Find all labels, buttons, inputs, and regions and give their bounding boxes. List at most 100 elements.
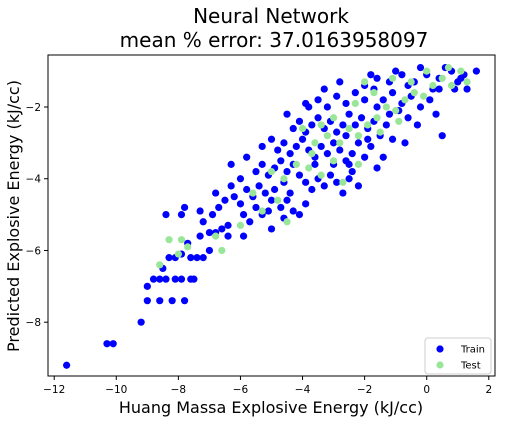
point-train-119 [426,96,434,104]
x-axis-label: Huang Massa Explosive Energy (kJ/cc) [119,398,423,417]
legend-label-test: Test [460,361,481,372]
x-tick-label-5: −2 [357,384,372,396]
point-train-165 [258,142,266,151]
point-train-139 [354,182,363,190]
point-train-14 [190,275,198,283]
point-train-96 [333,128,341,136]
point-train-108 [323,103,331,111]
point-train-168 [345,160,353,168]
point-train-136 [432,110,440,118]
point-train-37 [230,193,238,201]
legend-marker-test [436,361,444,369]
y-tick-label-1: −6 [26,245,42,257]
point-train-142 [239,232,248,240]
x-tick-label-2: −8 [171,384,186,396]
point-train-90 [295,117,304,125]
point-test-22 [354,132,363,140]
point-train-162 [367,71,375,79]
point-train-32 [180,203,189,212]
point-train-2 [109,340,117,348]
chart-subtitle: mean % error: 37.0163958097 [120,28,429,52]
point-test-4 [174,250,182,258]
point-train-36 [221,196,229,204]
point-test-35 [361,78,369,86]
point-train-0 [63,361,71,369]
y-tick-label-3: −2 [26,102,41,114]
point-train-114 [379,96,387,104]
point-train-104 [382,121,390,129]
point-train-25 [196,232,204,240]
plot-frame [47,54,496,377]
x-tick-label-1: −10 [105,384,127,396]
point-test-42 [354,160,363,168]
point-train-52 [277,203,285,212]
point-train-167 [302,99,310,108]
point-train-12 [177,275,186,283]
point-train-110 [342,99,350,108]
point-test-29 [420,92,428,100]
point-train-82 [329,139,338,147]
point-train-112 [361,96,369,104]
chart-title: Neural Network [193,4,349,28]
point-test-39 [317,121,325,129]
point-test-44 [395,117,403,125]
point-test-36 [370,89,378,97]
legend-label-train: Train [460,345,485,356]
point-train-50 [267,196,276,204]
point-train-83 [336,146,344,154]
point-train-160 [320,85,328,93]
point-train-77 [298,135,307,143]
point-train-144 [267,225,276,233]
point-test-38 [329,114,338,122]
point-train-172 [435,85,443,93]
point-train-46 [243,185,251,194]
point-train-65 [302,178,310,186]
point-test-21 [345,124,353,133]
point-train-149 [364,135,372,143]
point-train-55 [295,211,304,219]
scatter-marks [63,63,480,369]
point-train-129 [472,67,480,75]
point-train-156 [286,189,294,197]
point-train-31 [177,211,186,219]
point-train-137 [438,132,446,140]
point-test-16 [317,171,325,179]
point-train-81 [323,150,331,158]
point-test-33 [457,67,465,75]
point-train-22 [199,254,207,262]
point-train-80 [317,142,325,151]
point-train-39 [239,211,248,219]
point-test-11 [274,196,282,204]
point-test-32 [447,81,456,90]
point-train-107 [314,96,322,104]
point-train-6 [168,297,176,305]
axes: −12 −10 −8 −6 −4 −2 0 2 −8 −6 −4 −2 [26,54,496,396]
point-test-45 [407,78,415,86]
point-train-68 [320,182,328,190]
x-tick-label-0: −12 [43,384,65,396]
point-test-46 [423,67,431,75]
point-train-71 [339,189,347,197]
point-train-61 [277,157,285,165]
point-train-105 [388,135,397,143]
point-train-44 [227,182,235,190]
point-test-34 [463,78,471,86]
x-tick-label-4: −4 [295,384,311,396]
point-train-85 [348,150,356,158]
point-train-143 [224,221,232,229]
point-train-70 [333,178,341,186]
point-train-33 [199,218,207,226]
point-test-19 [323,132,331,140]
point-train-5 [156,297,164,305]
point-train-35 [215,203,223,212]
point-test-30 [429,81,437,90]
point-train-99 [351,121,359,129]
point-train-53 [283,196,291,204]
point-test-2 [177,236,186,244]
point-train-20 [187,254,195,262]
point-train-88 [367,142,375,151]
point-train-135 [413,121,421,129]
point-train-74 [280,139,288,147]
point-train-148 [342,132,350,140]
point-train-10 [162,275,170,283]
